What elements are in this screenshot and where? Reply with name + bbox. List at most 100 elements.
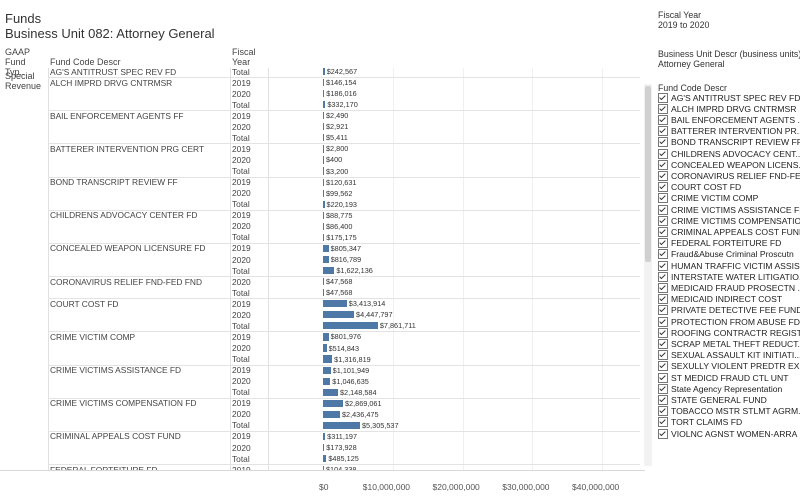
fund-code-filter-item[interactable]: CORONAVIRUS RELIEF FND-FE... bbox=[658, 170, 800, 181]
bar[interactable] bbox=[323, 421, 360, 429]
fund-code-filter-item[interactable]: HUMAN TRAFFIC VICTIM ASSIST bbox=[658, 260, 800, 271]
fund-code-filter-item[interactable]: PROTECTION FROM ABUSE FD bbox=[658, 316, 800, 327]
fund-code-filter-item[interactable]: Fraud&Abuse Criminal Proscutn bbox=[658, 249, 794, 260]
checkbox-checked[interactable] bbox=[658, 305, 668, 316]
bar[interactable] bbox=[323, 123, 324, 131]
gaap-fund-type-header[interactable]: GAAP Fund Typ.. bbox=[5, 47, 30, 77]
checkbox-checked[interactable] bbox=[658, 148, 668, 159]
bar[interactable] bbox=[323, 189, 324, 197]
bar[interactable] bbox=[323, 78, 325, 87]
bar[interactable] bbox=[323, 255, 329, 264]
fund-code-filter-item[interactable]: CHILDRENS ADVOCACY CENT... bbox=[658, 148, 800, 159]
fund-code-filter-item[interactable]: PRIVATE DETECTIVE FEE FUND bbox=[658, 305, 800, 316]
fund-code-label[interactable]: BATTERER INTERVENTION PRG CERT bbox=[50, 143, 205, 154]
bar[interactable] bbox=[323, 355, 333, 363]
fund-code-filter-item[interactable]: INTERSTATE WATER LITIGATIO... bbox=[658, 271, 800, 282]
fund-code-filter-item[interactable]: ST MEDICD FRAUD CTL UNT bbox=[658, 372, 788, 383]
bar[interactable] bbox=[323, 145, 324, 153]
checkbox-checked[interactable] bbox=[658, 249, 668, 260]
checkbox-checked[interactable] bbox=[658, 126, 668, 137]
fund-code-filter-item[interactable]: VIOLNC AGNST WOMEN-ARRA bbox=[658, 428, 797, 439]
checkbox-checked[interactable] bbox=[658, 193, 668, 204]
fund-code-filter-item[interactable]: BATTERER INTERVENTION PR... bbox=[658, 126, 800, 137]
checkbox-checked[interactable] bbox=[658, 294, 668, 305]
checkbox-checked[interactable] bbox=[658, 361, 668, 372]
fund-code-filter-item[interactable]: CONCEALED WEAPON LICENS... bbox=[658, 159, 800, 170]
business-unit-filter-value[interactable]: Attorney General bbox=[658, 59, 725, 69]
checkbox-checked[interactable] bbox=[658, 103, 668, 114]
checkbox-checked[interactable] bbox=[658, 215, 668, 226]
scrollbar-thumb[interactable] bbox=[645, 86, 651, 262]
bar[interactable] bbox=[323, 266, 335, 275]
bar[interactable] bbox=[323, 200, 325, 208]
fund-code-filter-item[interactable]: CRIME VICTIMS COMPENSATIO... bbox=[658, 215, 800, 226]
bar[interactable] bbox=[323, 211, 324, 219]
checkbox-checked[interactable] bbox=[658, 417, 668, 428]
fund-code-filter-item[interactable]: ALCH IMPRD DRVG CNTRMSR bbox=[658, 103, 796, 114]
bar[interactable] bbox=[323, 455, 327, 463]
bar[interactable] bbox=[323, 410, 340, 418]
checkbox-checked[interactable] bbox=[658, 394, 668, 405]
fund-code-filter-item[interactable]: SCRAP METAL THEFT REDUCT... bbox=[658, 338, 800, 349]
bar[interactable] bbox=[323, 399, 343, 407]
bar[interactable] bbox=[323, 178, 324, 186]
bar[interactable] bbox=[323, 112, 324, 120]
fund-code-filter-item[interactable]: SEXUAL ASSAULT KIT INITIATI... bbox=[658, 350, 800, 361]
fund-code-filter-item[interactable]: MEDICAID FRAUD PROSECTN ... bbox=[658, 282, 800, 293]
fund-code-filter-item[interactable]: SEXULLY VIOLENT PREDTR EX... bbox=[658, 361, 800, 372]
checkbox-checked[interactable] bbox=[658, 204, 668, 215]
bar[interactable] bbox=[323, 366, 331, 374]
fiscal-year-header[interactable]: Fiscal Year bbox=[232, 47, 256, 67]
fund-code-label[interactable]: CRIME VICTIMS ASSISTANCE FD bbox=[50, 365, 182, 376]
bar[interactable] bbox=[323, 322, 378, 330]
bar[interactable] bbox=[323, 156, 324, 164]
fund-code-filter-item[interactable]: TOBACCO MSTR STLMT AGRM... bbox=[658, 406, 800, 417]
checkbox-checked[interactable] bbox=[658, 282, 668, 293]
bar[interactable] bbox=[323, 167, 324, 175]
bar[interactable] bbox=[323, 289, 324, 297]
vertical-scrollbar[interactable] bbox=[644, 84, 652, 466]
checkbox-checked[interactable] bbox=[658, 338, 668, 349]
bar[interactable] bbox=[323, 90, 325, 98]
fund-code-label[interactable]: BOND TRANSCRIPT REVIEW FF bbox=[50, 177, 178, 188]
fiscal-year-filter-value[interactable]: 2019 to 2020 bbox=[658, 20, 710, 30]
fund-code-filter-item[interactable]: State Agency Representation bbox=[658, 383, 782, 394]
checkbox-checked[interactable] bbox=[658, 372, 668, 383]
bar[interactable] bbox=[323, 344, 327, 352]
fund-code-filter-item[interactable]: BOND TRANSCRIPT REVIEW FF bbox=[658, 137, 800, 148]
fund-code-filter-item[interactable]: FEDERAL FORTEITURE FD bbox=[658, 238, 781, 249]
bar[interactable] bbox=[323, 101, 326, 109]
fund-code-label[interactable]: BAIL ENFORCEMENT AGENTS FF bbox=[50, 110, 184, 121]
bar[interactable] bbox=[323, 333, 329, 341]
checkbox-checked[interactable] bbox=[658, 92, 668, 103]
checkbox-checked[interactable] bbox=[658, 137, 668, 148]
bar[interactable] bbox=[323, 311, 355, 319]
bar[interactable] bbox=[323, 466, 324, 470]
checkbox-checked[interactable] bbox=[658, 159, 668, 170]
checkbox-checked[interactable] bbox=[658, 406, 668, 417]
fund-code-label[interactable]: CRIMINAL APPEALS COST FUND bbox=[50, 431, 181, 442]
fund-code-filter-item[interactable]: AG'S ANTITRUST SPEC REV FD bbox=[658, 92, 800, 103]
fund-code-label[interactable]: CHILDRENS ADVOCACY CENTER FD bbox=[50, 210, 198, 221]
fund-code-label[interactable]: COURT COST FD bbox=[50, 298, 119, 309]
bar[interactable] bbox=[323, 377, 331, 385]
fund-code-label[interactable]: ALCH IMPRD DRVG CNTRMSR bbox=[50, 77, 173, 88]
checkbox-checked[interactable] bbox=[658, 182, 668, 193]
bar[interactable] bbox=[323, 233, 325, 241]
bar[interactable] bbox=[323, 278, 324, 286]
fund-code-label[interactable]: FEDERAL FORTEITURE FD bbox=[50, 464, 158, 470]
fund-code-filter-item[interactable]: BAIL ENFORCEMENT AGENTS ... bbox=[658, 114, 800, 125]
checkbox-checked[interactable] bbox=[658, 316, 668, 327]
bar[interactable] bbox=[323, 222, 324, 230]
fund-code-filter-item[interactable]: TORT CLAIMS FD bbox=[658, 417, 742, 428]
fund-code-filter-item[interactable]: CRIME VICTIMS ASSISTANCE FD bbox=[658, 204, 800, 215]
bar[interactable] bbox=[323, 432, 326, 441]
bar[interactable] bbox=[323, 443, 325, 452]
checkbox-checked[interactable] bbox=[658, 170, 668, 181]
checkbox-checked[interactable] bbox=[658, 114, 668, 125]
fund-code-label[interactable]: CORONAVIRUS RELIEF FND-FED FND bbox=[50, 276, 202, 287]
checkbox-checked[interactable] bbox=[658, 226, 668, 237]
checkbox-checked[interactable] bbox=[658, 383, 668, 394]
fund-code-header[interactable]: Fund Code Descr bbox=[50, 57, 121, 67]
fund-code-filter-item[interactable]: ROOFING CONTRACTR REGIST... bbox=[658, 327, 800, 338]
